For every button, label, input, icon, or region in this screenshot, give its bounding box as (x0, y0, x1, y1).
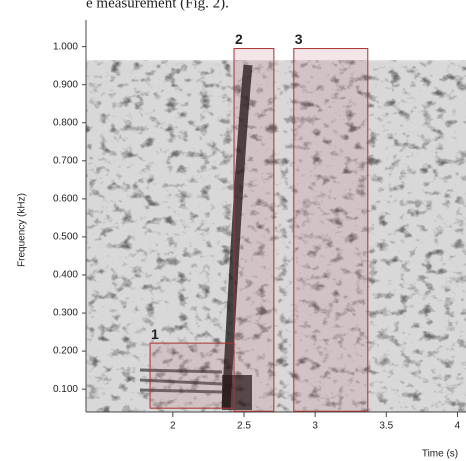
y-axis-label: Frequency (kHz) (17, 193, 28, 267)
annotation-label: 3 (295, 31, 303, 47)
y-tick-label: 0.300 (53, 308, 78, 319)
y-tick-label: 0.700 (53, 155, 78, 166)
page-text: e measurement (Fig. 2). (86, 0, 229, 11)
x-tick-label: 2 (170, 421, 176, 432)
x-tick-label: 4 (455, 421, 461, 432)
annotation-box (149, 342, 235, 409)
y-tick-label: 0.500 (53, 232, 78, 243)
annotation-box (293, 48, 369, 412)
x-tick-label: 3 (312, 421, 318, 432)
annotation-box (233, 48, 275, 412)
spectrogram-texture (86, 55, 466, 412)
y-tick-label: 0.600 (53, 194, 78, 205)
y-tick-label: 0.200 (53, 346, 78, 357)
annotation-label: 2 (235, 31, 243, 47)
y-tick-label: 1.000 (53, 41, 78, 52)
y-tick-label: 0.900 (53, 79, 78, 90)
y-tick-label: 0.800 (53, 117, 78, 128)
y-tick-label: 0.400 (53, 270, 78, 281)
y-tick-label: 0.100 (53, 384, 78, 395)
annotation-label: 1 (151, 326, 159, 342)
x-tick-label: 2.5 (237, 421, 251, 432)
x-tick-label: 3.5 (379, 421, 393, 432)
x-axis-label: Time (s) (422, 449, 458, 460)
